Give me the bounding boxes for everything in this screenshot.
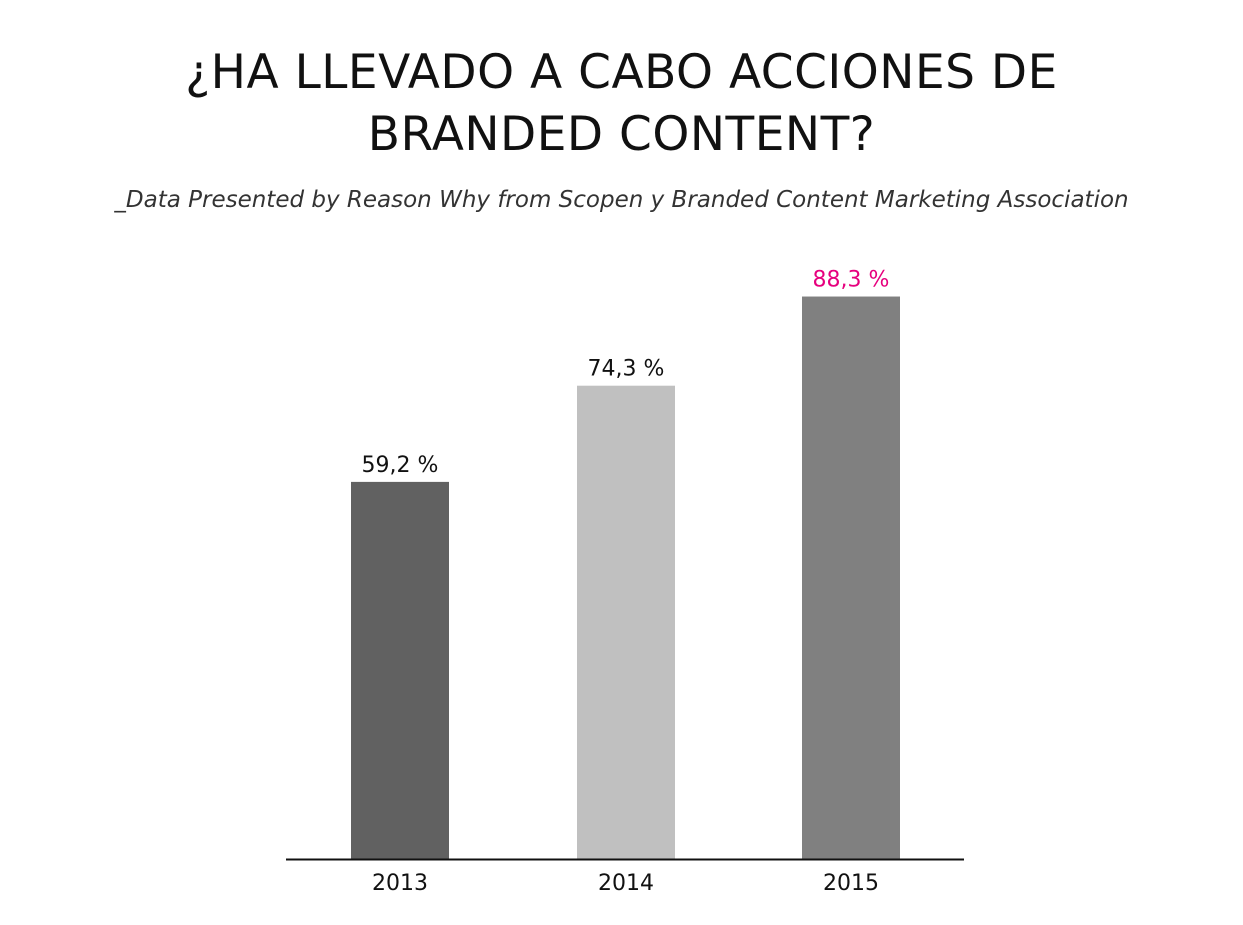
chart-subtitle: _Data Presented by Reason Why from Scope… <box>114 187 1129 213</box>
chart-title: ¿HA LLEVADO A CABO ACCIONES DE BRANDED C… <box>0 42 1243 166</box>
bar-2013 <box>351 481 449 859</box>
value-label-2014: 74,3 % <box>588 357 665 382</box>
bar-2015 <box>802 296 900 859</box>
x-tick-label-2014: 2014 <box>598 871 654 896</box>
chart-title-line-2: BRANDED CONTENT? <box>367 107 876 162</box>
chart-title-line-1: ¿HA LLEVADO A CABO ACCIONES DE <box>185 45 1058 100</box>
labels-layer: 59,2 % 2013 74,3 % 2014 88,3 % 2015 <box>362 268 890 896</box>
value-label-2013: 59,2 % <box>362 453 439 478</box>
bars-layer <box>351 296 900 859</box>
x-tick-label-2013: 2013 <box>372 871 428 896</box>
x-tick-label-2015: 2015 <box>823 871 879 896</box>
value-label-2015: 88,3 % <box>813 268 890 293</box>
bar-2014 <box>577 385 675 859</box>
